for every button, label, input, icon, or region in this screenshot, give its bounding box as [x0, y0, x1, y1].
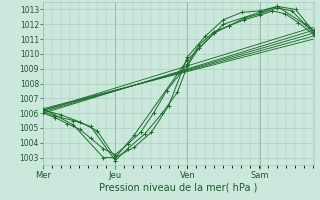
X-axis label: Pression niveau de la mer( hPa ): Pression niveau de la mer( hPa ): [99, 182, 258, 192]
